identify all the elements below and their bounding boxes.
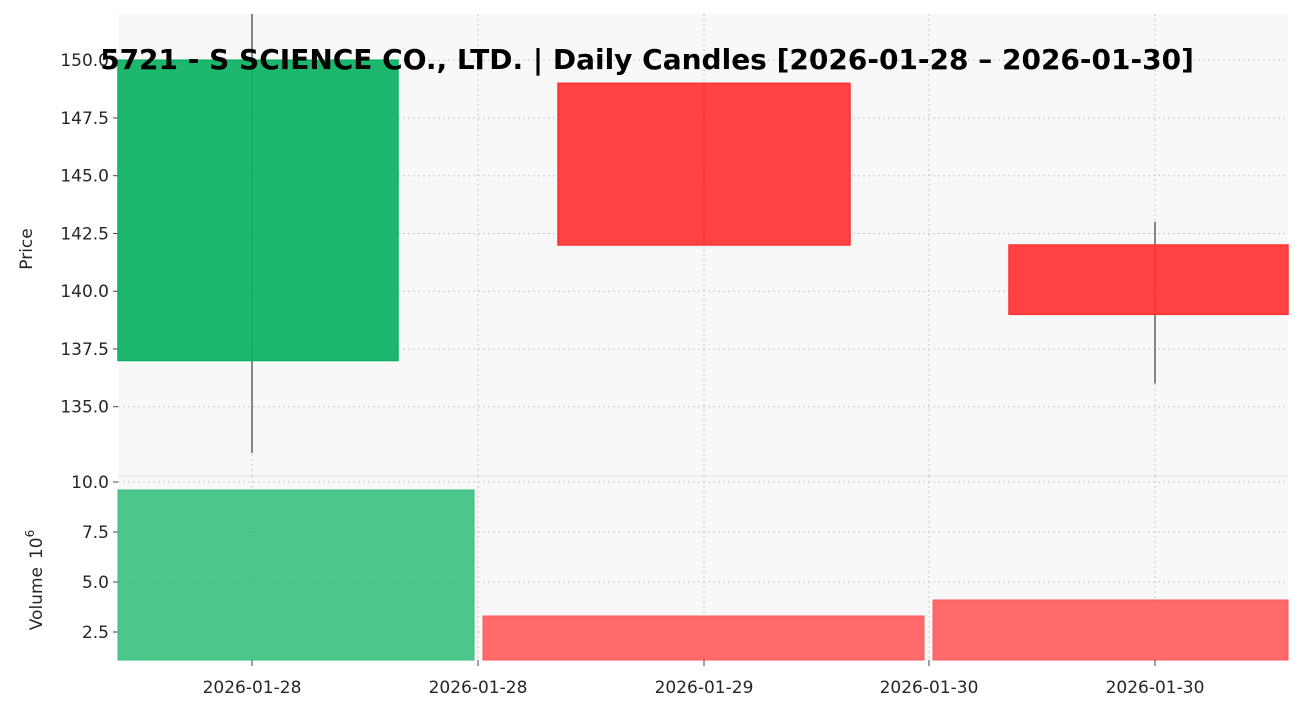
x-tick-label: 2026-01-28 bbox=[429, 678, 528, 698]
price-tick-label: 135.0 bbox=[60, 398, 109, 418]
x-tick-label: 2026-01-28 bbox=[203, 678, 302, 698]
price-tick-label: 142.5 bbox=[60, 224, 109, 244]
price-tick-label: 147.5 bbox=[60, 109, 109, 129]
volume-panel: 2.5 5.0 7.5 10.0 bbox=[71, 473, 1289, 661]
chart-title: 5721 - S SCIENCE CO., LTD. | Daily Candl… bbox=[100, 43, 1194, 76]
volume-multiplier: 10 bbox=[27, 537, 47, 559]
volume-tick-label: 5.0 bbox=[82, 573, 109, 593]
price-tick-label: 145.0 bbox=[60, 167, 109, 187]
volume-tick-label: 10.0 bbox=[71, 473, 109, 493]
volume-bar bbox=[482, 615, 925, 661]
price-tick-label: 140.0 bbox=[60, 282, 109, 302]
volume-axis-label: Volume 106 bbox=[23, 530, 47, 631]
x-tick-label: 2026-01-30 bbox=[1106, 678, 1205, 698]
volume-bar bbox=[117, 489, 475, 661]
candle-body bbox=[117, 59, 399, 362]
volume-axis-label-text: Volume bbox=[27, 567, 47, 630]
price-tick-label: 137.5 bbox=[60, 340, 109, 360]
price-tick-label: 150.0 bbox=[60, 51, 109, 71]
candle-body bbox=[1008, 244, 1289, 316]
volume-tick-label: 2.5 bbox=[82, 623, 109, 643]
x-tick-label: 2026-01-29 bbox=[655, 678, 754, 698]
volume-tick-label: 7.5 bbox=[82, 523, 109, 543]
x-axis: 2026-01-28 2026-01-28 2026-01-29 2026-01-30… bbox=[203, 660, 1205, 698]
candle-body bbox=[557, 82, 851, 246]
volume-multiplier-exponent: 6 bbox=[23, 530, 37, 538]
price-axis-label: Price bbox=[17, 228, 37, 269]
x-tick-label: 2026-01-30 bbox=[880, 678, 979, 698]
price-panel: 135.0 137.5 140.0 142.5 145.0 147.5 150.0 bbox=[60, 14, 1289, 476]
volume-bar bbox=[932, 599, 1289, 661]
